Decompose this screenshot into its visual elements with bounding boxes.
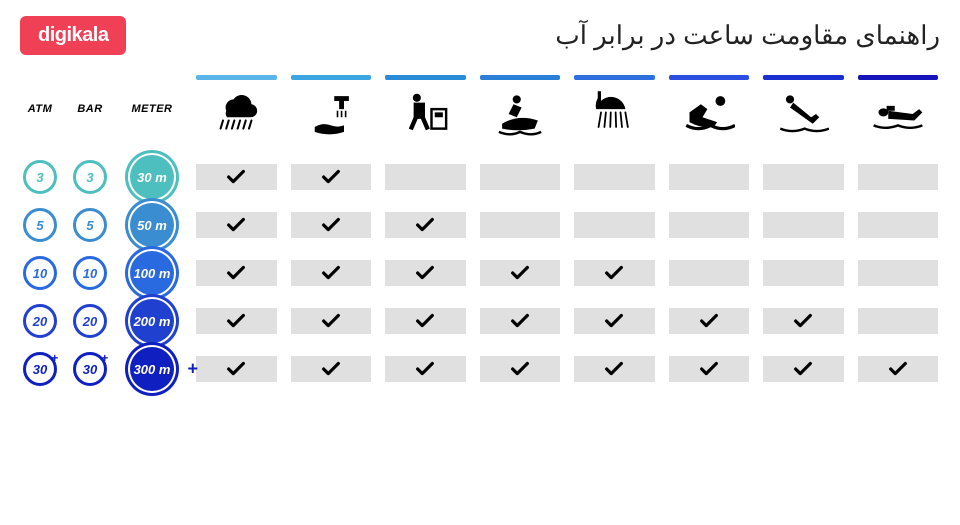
check-cell	[291, 260, 372, 286]
rain-icon	[194, 88, 279, 153]
check-cell	[291, 212, 372, 238]
check-cell	[196, 260, 277, 286]
column-header-bar: BAR	[70, 103, 110, 125]
check-cell	[574, 356, 655, 382]
empty-cell	[858, 308, 939, 334]
check-cell	[480, 260, 561, 286]
scuba-icon	[856, 88, 941, 153]
atm-badge: 10	[23, 256, 57, 290]
empty-cell	[858, 212, 939, 238]
activity-bar	[196, 75, 277, 80]
activity-col-shower	[572, 75, 657, 153]
bar-badge: 10	[73, 256, 107, 290]
bar-badge: 5	[73, 208, 107, 242]
check-cell	[480, 356, 561, 382]
activity-bar	[291, 75, 372, 80]
meter-badge: 200 m	[120, 297, 184, 345]
atm-badge: 20	[23, 304, 57, 338]
header: digikala راهنمای مقاومت ساعت در برابر آب	[0, 0, 960, 65]
check-cell	[574, 308, 655, 334]
activity-bar	[858, 75, 939, 80]
check-cell	[669, 356, 750, 382]
empty-cell	[385, 164, 466, 190]
check-cell	[480, 308, 561, 334]
atm-badge: 3	[23, 160, 57, 194]
activity-col-swim	[667, 75, 752, 153]
empty-cell	[480, 164, 561, 190]
meter-badge: 300 m+	[120, 345, 184, 393]
check-cell	[291, 164, 372, 190]
empty-cell	[669, 164, 750, 190]
bar-badge: 30+	[73, 352, 107, 386]
work-icon	[383, 88, 468, 153]
swim-icon	[667, 88, 752, 153]
check-cell	[858, 356, 939, 382]
column-header-meter: METER	[120, 103, 184, 125]
check-cell	[385, 356, 466, 382]
check-cell	[196, 212, 277, 238]
jetski-icon	[478, 88, 563, 153]
activity-col-hand-wash	[289, 75, 374, 153]
activity-col-dive	[761, 75, 846, 153]
check-cell	[669, 308, 750, 334]
check-cell	[385, 212, 466, 238]
check-cell	[196, 356, 277, 382]
empty-cell	[763, 260, 844, 286]
empty-cell	[858, 164, 939, 190]
empty-cell	[669, 260, 750, 286]
meter-badge: 100 m	[120, 249, 184, 297]
empty-cell	[574, 212, 655, 238]
empty-cell	[763, 164, 844, 190]
activity-bar	[480, 75, 561, 80]
check-cell	[385, 260, 466, 286]
meter-badge: 50 m	[120, 201, 184, 249]
bar-badge: 20	[73, 304, 107, 338]
check-cell	[763, 356, 844, 382]
bar-badge: 3	[73, 160, 107, 194]
empty-cell	[480, 212, 561, 238]
column-header-atm: ATM	[20, 103, 60, 125]
activity-bar	[385, 75, 466, 80]
dive-icon	[761, 88, 846, 153]
check-cell	[291, 308, 372, 334]
meter-badge: 30 m	[120, 153, 184, 201]
activity-bar	[763, 75, 844, 80]
activity-col-work	[383, 75, 468, 153]
activity-bar	[574, 75, 655, 80]
infographic-table: ATM BAR METER 33 30 m 55 50 m 10 10 100 m 20 20 200 …	[0, 65, 960, 393]
page-title: راهنمای مقاومت ساعت در برابر آب	[555, 20, 940, 51]
logo-badge: digikala	[20, 16, 126, 55]
empty-cell	[574, 164, 655, 190]
check-cell	[763, 308, 844, 334]
empty-cell	[669, 212, 750, 238]
activity-col-rain	[194, 75, 279, 153]
check-cell	[196, 308, 277, 334]
check-cell	[574, 260, 655, 286]
check-cell	[196, 164, 277, 190]
activity-col-jetski	[478, 75, 563, 153]
atm-badge: 5	[23, 208, 57, 242]
check-cell	[291, 356, 372, 382]
shower-icon	[572, 88, 657, 153]
activity-bar	[669, 75, 750, 80]
check-cell	[385, 308, 466, 334]
hand-wash-icon	[289, 88, 374, 153]
empty-cell	[858, 260, 939, 286]
activity-col-scuba	[856, 75, 941, 153]
empty-cell	[763, 212, 844, 238]
atm-badge: 30+	[23, 352, 57, 386]
